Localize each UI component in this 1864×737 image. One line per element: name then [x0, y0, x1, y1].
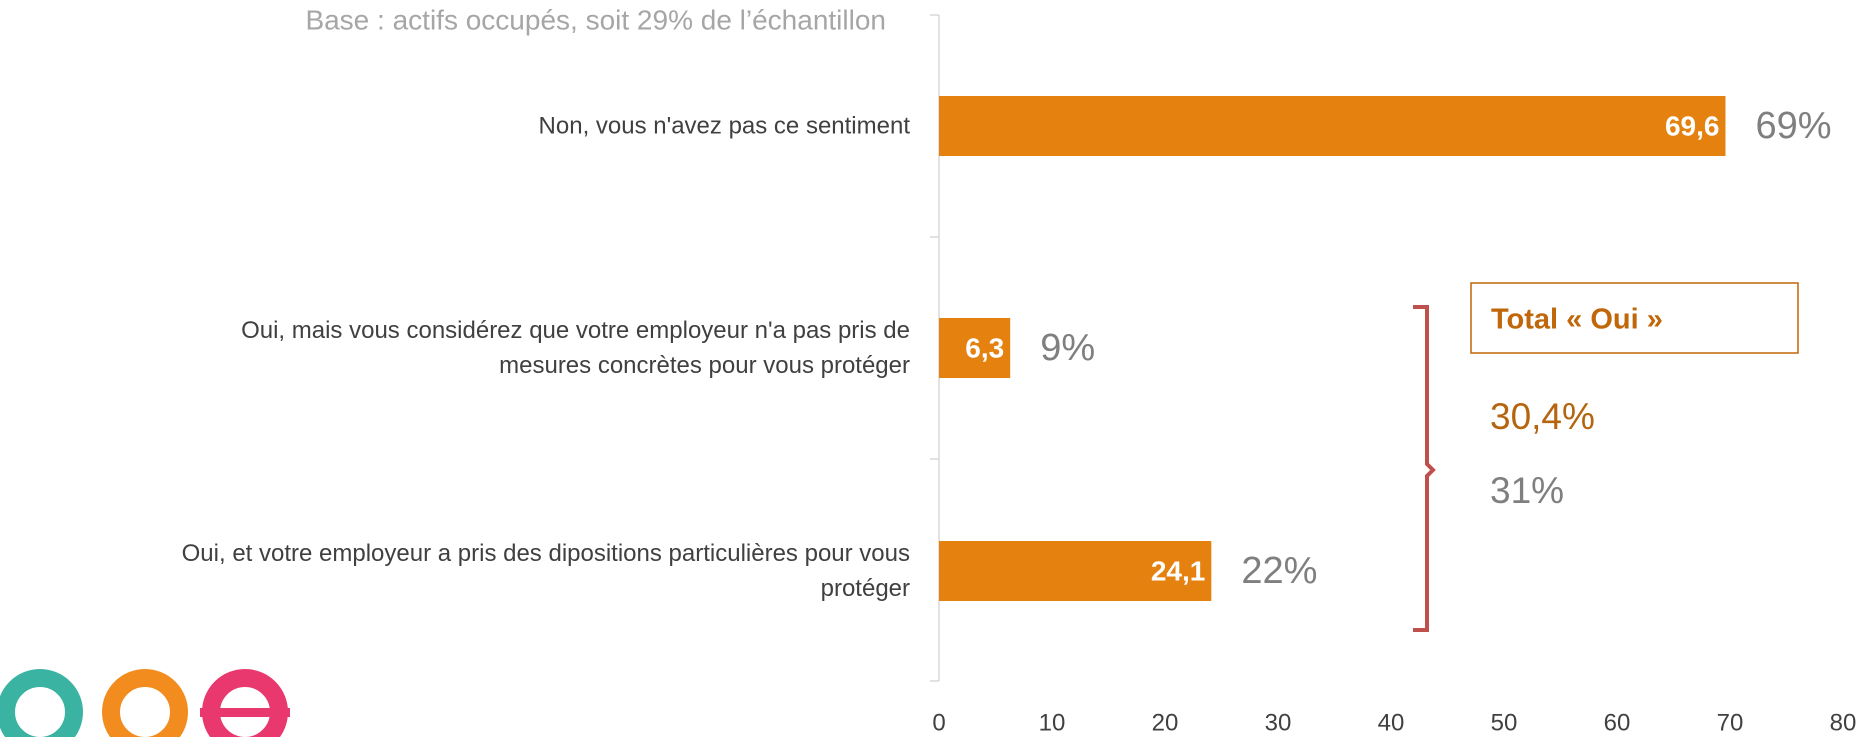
category-label: Oui, mais vous considérez que votre empl… — [241, 317, 910, 379]
logo-e — [202, 669, 288, 737]
x-tick-label: 20 — [1152, 709, 1179, 736]
total-title: Total « Oui » — [1491, 304, 1663, 336]
bar — [939, 318, 1011, 378]
comparison-label: 69% — [1755, 105, 1831, 147]
subtitle: Base : actifs occupés, soit 29% de l’éch… — [305, 4, 886, 35]
bracket — [1413, 305, 1436, 632]
x-tick-label: 0 — [932, 709, 945, 736]
total-comparison: 31% — [1490, 470, 1564, 511]
logo-e-bar — [200, 708, 290, 717]
logo — [0, 669, 290, 737]
value-label: 69,6 — [1665, 110, 1720, 141]
x-tick-label: 30 — [1265, 709, 1292, 736]
bar — [939, 96, 1726, 156]
logo-c — [102, 669, 188, 737]
value-label: 6,3 — [965, 332, 1004, 363]
comparison-label: 9% — [1040, 327, 1095, 369]
x-tick-label: 50 — [1491, 709, 1518, 736]
logo-o — [0, 669, 83, 737]
x-tick-label: 80 — [1830, 709, 1857, 736]
x-tick-label: 60 — [1604, 709, 1631, 736]
category-label: Non, vous n'avez pas ce sentiment — [538, 112, 910, 140]
category-ticks — [930, 14, 939, 682]
x-tick-label: 40 — [1378, 709, 1405, 736]
total-box — [1470, 282, 1799, 354]
value-label: 24,1 — [1151, 555, 1206, 586]
comparison-label: 22% — [1241, 550, 1317, 592]
bar — [939, 541, 1212, 601]
x-tick-label: 70 — [1717, 709, 1744, 736]
total-value: 30,4% — [1490, 396, 1595, 437]
category-label: Oui, et votre employeur a pris des dipos… — [181, 540, 910, 602]
x-tick-label: 10 — [1039, 709, 1066, 736]
